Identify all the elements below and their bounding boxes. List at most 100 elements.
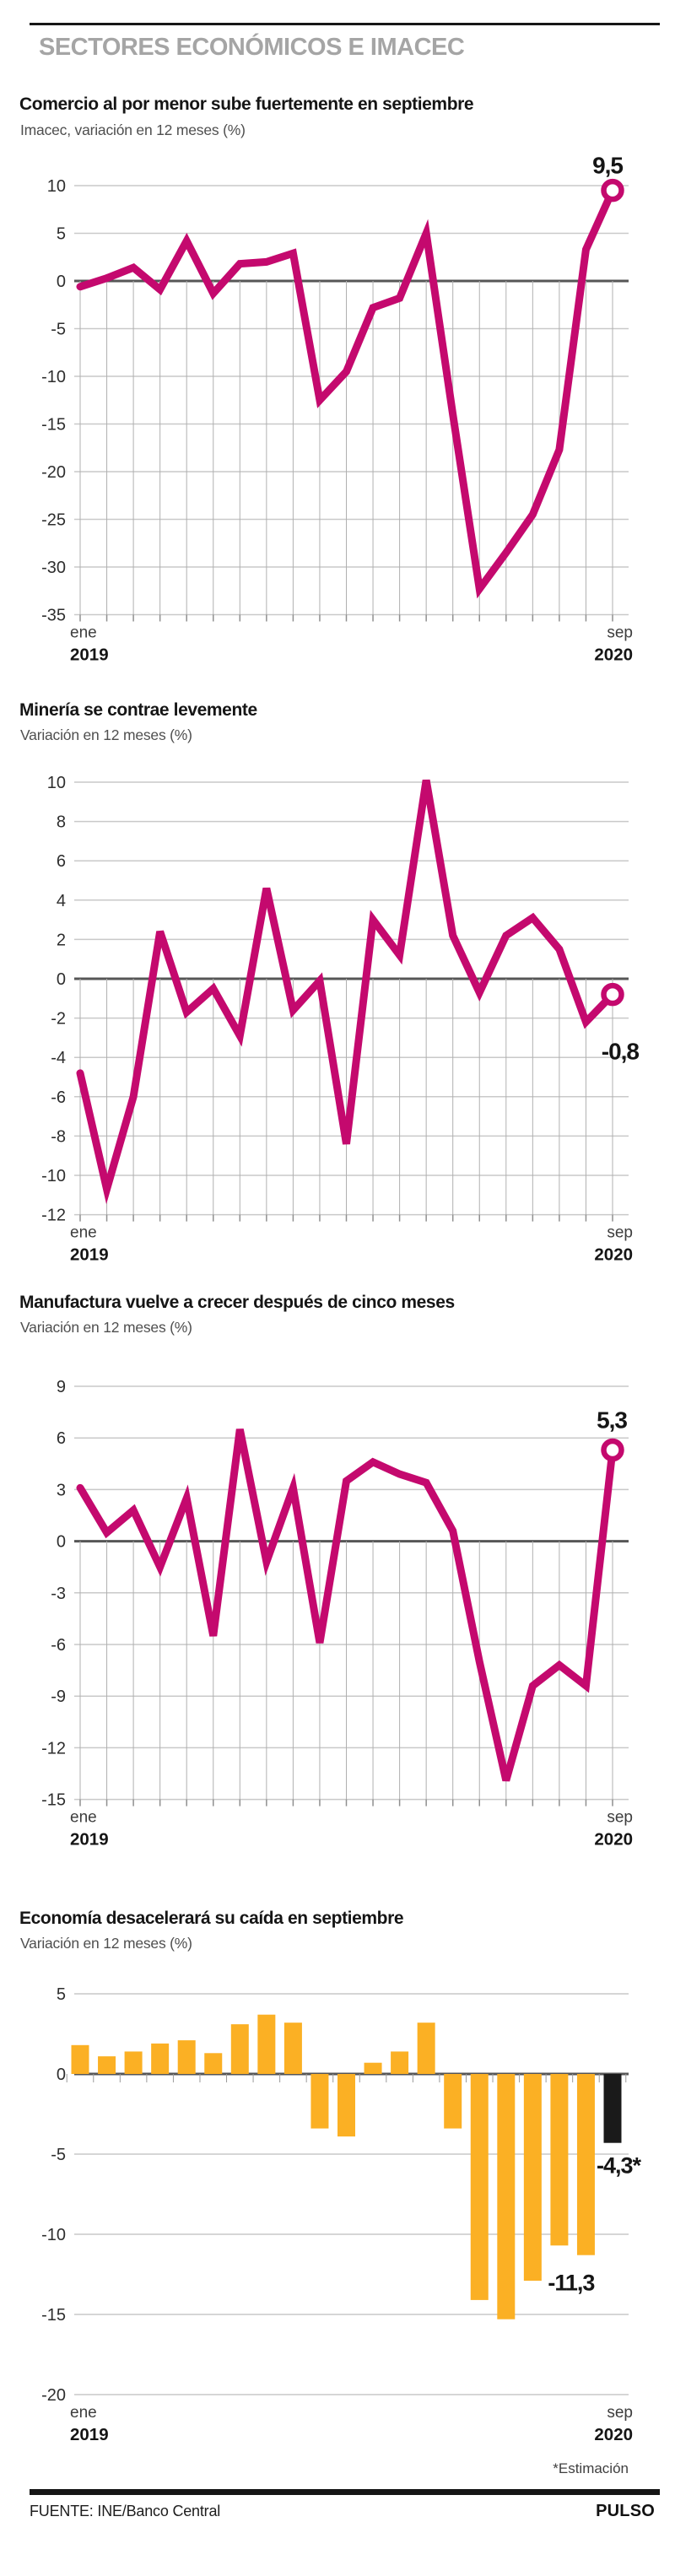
bar — [151, 2043, 170, 2074]
x-axis-label: 2020 — [594, 2425, 633, 2444]
y-tick-label: -3 — [51, 1585, 66, 1603]
y-tick-label: 5 — [57, 1985, 66, 2004]
bar — [576, 2074, 595, 2255]
chart-subtitle-mineria: Variación en 12 meses (%) — [20, 726, 192, 743]
source-credit: FUENTE: INE/Banco Central — [30, 2503, 221, 2519]
y-tick-label: -35 — [41, 607, 66, 625]
mineria-line-series — [76, 779, 617, 1205]
bar — [310, 2074, 329, 2129]
estimation-footnote: *Estimación — [553, 2460, 629, 2476]
y-tick-label: 9 — [57, 1378, 66, 1396]
x-axis-label: 2019 — [70, 2425, 109, 2444]
y-tick-label: -20 — [41, 463, 66, 482]
y-tick-label: -10 — [41, 1167, 66, 1185]
manufactura-chart-svg: 9 6 3 0 -3 -6 -9 -12 -15 5,3 ene 2019 sep 2020 — [41, 1378, 633, 1850]
endpoint-marker — [601, 1438, 624, 1462]
mineria-chart-svg: 10 8 6 4 2 0 -2 -4 -6 -8 -10 -12 -0,8 ene 2019 sep 2020 — [41, 774, 640, 1265]
bar — [550, 2074, 569, 2246]
manufactura-line-series — [76, 1428, 617, 1782]
chart-title-comercio: Comercio al por menor sube fuertemente e… — [19, 95, 474, 114]
x-axis-label: 2019 — [70, 1245, 109, 1265]
y-tick-label: -4 — [51, 1049, 66, 1067]
chart-title-mineria: Minería se contrae levemente — [19, 700, 257, 720]
bar — [444, 2074, 462, 2129]
chart-plot-mineria: 10 8 6 4 2 0 -2 -4 -6 -8 -10 -12 -0,8 ene 2019 sep 2020 — [0, 744, 675, 1287]
x-axis-label: sep — [607, 2404, 633, 2422]
x-axis-label: 2020 — [594, 1245, 633, 1265]
y-tick-label: -5 — [51, 321, 66, 339]
comercio-chart-svg: 10 5 0 -5 -10 -15 -20 -25 -30 -35 9,5 ene 2019 sep 202… — [41, 153, 633, 665]
y-tick-label: -9 — [51, 1688, 66, 1706]
x-axis-label: ene — [70, 624, 97, 642]
x-axis-label: ene — [70, 1224, 97, 1242]
x-axis-label: 2019 — [70, 645, 109, 665]
y-tick-label: 10 — [47, 774, 66, 792]
y-tick-label: -2 — [51, 1010, 66, 1029]
x-axis-label: 2019 — [70, 1830, 109, 1850]
y-tick-label: 0 — [57, 1533, 66, 1552]
x-axis-label: sep — [607, 1809, 633, 1827]
chart-title-manufactura: Manufactura vuelve a crecer después de c… — [19, 1293, 455, 1312]
y-tick-label: -20 — [41, 2386, 66, 2405]
comercio-line-series — [76, 186, 617, 599]
footer-divider — [30, 2489, 660, 2495]
chart-subtitle-manufactura: Variación en 12 meses (%) — [20, 1319, 192, 1336]
page-title: SECTORES ECONÓMICOS E IMACEC — [39, 34, 465, 61]
y-tick-label: -15 — [41, 416, 66, 435]
bar — [177, 2040, 196, 2074]
y-tick-label: -10 — [41, 368, 66, 386]
y-tick-label: 4 — [57, 892, 66, 910]
bar — [124, 2051, 143, 2074]
y-tick-label: 3 — [57, 1481, 66, 1499]
y-tick-label: 2 — [57, 931, 66, 949]
x-axis-label: ene — [70, 2404, 97, 2422]
y-tick-label: 10 — [47, 177, 66, 196]
brand-logo: PULSO — [596, 2502, 655, 2520]
endpoint-value-label: 5,3 — [597, 1407, 627, 1433]
y-tick-label: -30 — [41, 559, 66, 577]
y-tick-label: 6 — [57, 1429, 66, 1448]
y-tick-label: -6 — [51, 1088, 66, 1107]
bar — [391, 2051, 409, 2074]
bar — [284, 2022, 302, 2074]
x-axis-label: sep — [607, 1224, 633, 1242]
bar — [523, 2074, 542, 2282]
x-axis-label: 2020 — [594, 1830, 633, 1850]
y-tick-label: 0 — [57, 2066, 66, 2084]
y-tick-label: -12 — [41, 1739, 66, 1758]
chart-plot-comercio: 10 5 0 -5 -10 -15 -20 -25 -30 -35 9,5 ene 2019 sep 202… — [0, 148, 675, 687]
chart-plot-manufactura: 9 6 3 0 -3 -6 -9 -12 -15 5,3 ene 2019 sep 2020 — [0, 1348, 675, 1871]
bar — [338, 2074, 355, 2137]
y-tick-label: -5 — [51, 2146, 66, 2164]
chart-plot-economia: 5 0 -5 -10 -15 -20 -11,3 -4,3* ene 2019 sep 2020 — [0, 1956, 675, 2466]
bar — [497, 2074, 516, 2319]
bar — [364, 2062, 382, 2074]
bar-estimate — [603, 2074, 622, 2143]
chart-subtitle-comercio: Imacec, variación en 12 meses (%) — [20, 122, 246, 138]
y-tick-label: -8 — [51, 1127, 66, 1146]
chart-subtitle-economia: Variación en 12 meses (%) — [20, 1935, 192, 1952]
endpoint-marker — [601, 178, 624, 203]
y-tick-label: 0 — [57, 273, 66, 291]
bar — [204, 2053, 223, 2074]
bar-value-label: -11,3 — [548, 2271, 595, 2296]
endpoint-value-label: -0,8 — [602, 1039, 640, 1065]
y-tick-label: -25 — [41, 511, 66, 530]
top-divider — [30, 23, 660, 25]
bar — [98, 2056, 116, 2074]
bar — [417, 2022, 435, 2074]
bar-value-label: -4,3* — [597, 2153, 642, 2179]
endpoint-value-label: 9,5 — [592, 153, 623, 179]
bar — [257, 2014, 276, 2074]
y-tick-label: 5 — [57, 225, 66, 244]
chart-title-economia: Economía desacelerará su caída en septie… — [19, 1909, 404, 1928]
economia-chart-svg: 5 0 -5 -10 -15 -20 -11,3 -4,3* ene 2019 sep 2020 — [41, 1985, 642, 2444]
x-axis-label: sep — [607, 624, 633, 642]
x-axis-label: ene — [70, 1809, 97, 1827]
bar — [71, 2044, 89, 2074]
y-tick-label: -6 — [51, 1636, 66, 1655]
y-tick-label: 0 — [57, 970, 66, 989]
endpoint-marker — [601, 982, 624, 1007]
y-tick-label: -15 — [41, 1791, 66, 1810]
